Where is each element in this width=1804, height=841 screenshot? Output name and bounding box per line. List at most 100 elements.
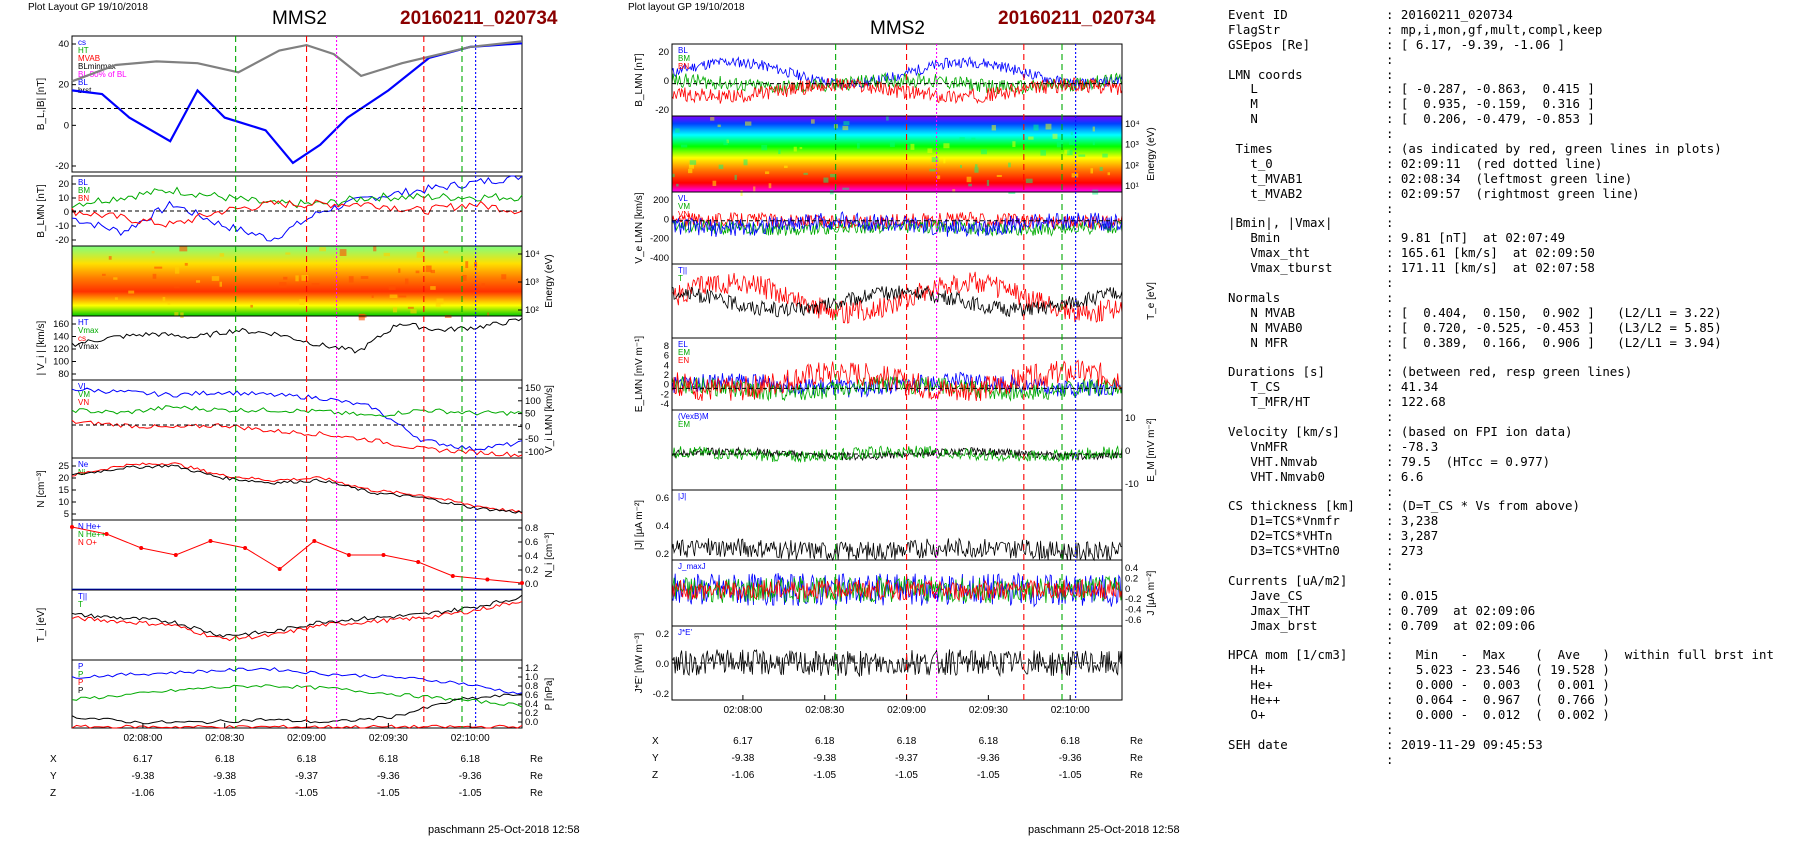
- summary-row: :: [1228, 51, 1774, 68]
- spectrogram-speckle: [675, 128, 680, 133]
- spectrogram-speckle: [672, 173, 675, 178]
- spectrogram-speckle: [710, 117, 715, 121]
- mid-panel-2: 10⁴ 10³ 10² 10¹ Energy (eV): [671, 115, 1157, 196]
- series-line: [71, 600, 523, 642]
- spectrogram-speckle: [688, 168, 693, 174]
- y-tick-label: 6: [664, 351, 669, 362]
- coord-unit: Re: [1130, 770, 1143, 781]
- summary-row: O+: 0.000 - 0.012 ( 0.002 ): [1228, 707, 1774, 723]
- y-axis-label: E_M [mV m⁻²]: [1146, 418, 1157, 482]
- legend-entry: P: [78, 686, 83, 695]
- spectrogram-speckle: [295, 275, 299, 282]
- summary-key: VnMFR: [1228, 438, 1288, 454]
- spectrogram-speckle: [1090, 168, 1094, 174]
- summary-key: t_MVAB1: [1228, 170, 1303, 186]
- spectrogram-speckle: [1033, 124, 1039, 131]
- spectrogram-speckle: [436, 298, 444, 305]
- mid-chart: 200-20B_LMN [nT]BLBMBN10⁴10³10²10¹Energy…: [634, 43, 1157, 781]
- y-tick-label: 0.0: [525, 717, 538, 728]
- summary-row: CS thickness [km]: (D=T_CS * Vs from abo…: [1228, 498, 1774, 514]
- legend-entry: BL: [78, 78, 88, 87]
- summary-key: D3=TCS*VHTn0: [1228, 543, 1340, 559]
- spectrogram-speckle: [907, 145, 910, 150]
- spectrogram-speckle: [1070, 131, 1073, 136]
- spectrogram-speckle: [1069, 140, 1076, 145]
- y-tick-label: 20: [658, 47, 669, 58]
- coord-value: 6.18: [297, 754, 317, 765]
- summary-row: Vmax_tht: 165.61 [km/s] at 02:09:50: [1228, 245, 1774, 261]
- spectrogram-speckle: [823, 177, 829, 183]
- spectrogram-speckle: [1064, 149, 1070, 154]
- legend-entry: MVAB: [78, 54, 100, 63]
- summary-value: : [ 0.720, -0.525, -0.453 ] (L3/L2 = 5.8…: [1386, 319, 1722, 335]
- y-axis-label: N [cm⁻³]: [36, 470, 47, 508]
- summary-key: T_CS: [1228, 379, 1281, 395]
- y-tick-label: 50: [525, 409, 536, 420]
- summary-key: Event ID: [1228, 7, 1288, 22]
- summary-key: Normals: [1228, 289, 1281, 305]
- coord-label: Z: [50, 788, 56, 799]
- summary-value: : 02:08:34 (leftmost green line): [1386, 170, 1633, 186]
- series-line: [671, 56, 1123, 90]
- y-tick-label: 0.2: [1125, 573, 1138, 584]
- mid-header: Plot layout GP 19/10/2018: [628, 2, 745, 13]
- spectrogram-speckle: [425, 265, 432, 273]
- spectrogram-speckle: [842, 187, 850, 190]
- x-tick-label: 02:08:00: [723, 705, 762, 716]
- panel-frame: [671, 625, 1123, 701]
- series-line: [71, 693, 523, 725]
- spectrogram-speckle: [966, 176, 972, 183]
- spectrogram-speckle: [152, 273, 157, 279]
- spectrogram-speckle: [793, 146, 797, 152]
- summary-value: :: [1386, 215, 1394, 231]
- legend-entry: P: [78, 678, 83, 687]
- coord-value: -9.37: [295, 771, 318, 782]
- coord-value: -9.36: [459, 771, 482, 782]
- summary-value: :: [1386, 200, 1394, 216]
- y-axis-label: B_L,|B| [nT]: [36, 78, 47, 131]
- y-axis-label: P [nPa]: [544, 677, 555, 710]
- summary-row: SEH date: 2019-11-29 09:45:53: [1228, 736, 1774, 753]
- summary-value: : (D=T_CS * Vs from above): [1386, 498, 1580, 514]
- legend-entry: Vmax: [78, 326, 98, 335]
- spectrogram-speckle: [889, 142, 895, 147]
- spectrogram-speckle: [676, 183, 679, 187]
- spectrogram-speckle: [410, 309, 417, 314]
- summary-row: |Bmin|, |Vmax|:: [1228, 216, 1774, 231]
- data-point: [346, 553, 351, 557]
- legend-entry: N O+: [78, 538, 97, 547]
- summary-value: :: [1386, 572, 1394, 588]
- summary-key: N MFR: [1228, 334, 1288, 350]
- spectrogram-speckle: [398, 295, 407, 298]
- series-line: [71, 462, 523, 514]
- left-header: Plot Layout GP 19/10/2018: [28, 2, 148, 13]
- x-tick-label: 02:08:30: [205, 733, 244, 744]
- y-tick-label: 0: [64, 207, 69, 218]
- summary-key: Vmax_tburst: [1228, 260, 1333, 276]
- spectrogram-speckle: [415, 270, 420, 274]
- series-line: [671, 219, 1123, 237]
- spectrogram-speckle: [435, 302, 441, 307]
- summary-value: : 273: [1386, 543, 1424, 559]
- spectrogram-speckle: [745, 121, 752, 126]
- y-tick-label: 10: [58, 193, 69, 204]
- summary-row: M: [ 0.935, -0.159, 0.316 ]: [1228, 96, 1774, 112]
- y-tick-label: 0.8: [525, 681, 538, 692]
- summary-value: : 0.015: [1386, 587, 1439, 603]
- y-tick-label: 0.8: [525, 523, 538, 534]
- y-axis-label: V_i LMN [km/s]: [544, 385, 555, 453]
- mid-panel-4: T_e [eV] T||T: [671, 263, 1157, 339]
- legend-entry: BM: [78, 186, 90, 195]
- summary-key: N MVAB0: [1228, 319, 1303, 335]
- summary-value: : 2019-11-29 09:45:53: [1386, 736, 1543, 752]
- data-point: [277, 567, 282, 571]
- y-tick-label: 200: [653, 195, 669, 206]
- summary-value: :: [1386, 51, 1394, 67]
- summary-value: :: [1386, 289, 1394, 305]
- spectrogram-speckle: [810, 119, 815, 124]
- summary-row: Jmax_brst: 0.709 at 02:09:06: [1228, 618, 1774, 634]
- legend-entry: P: [78, 670, 83, 679]
- spectrogram-speckle: [996, 174, 1002, 178]
- spectrogram-speckle: [718, 164, 724, 170]
